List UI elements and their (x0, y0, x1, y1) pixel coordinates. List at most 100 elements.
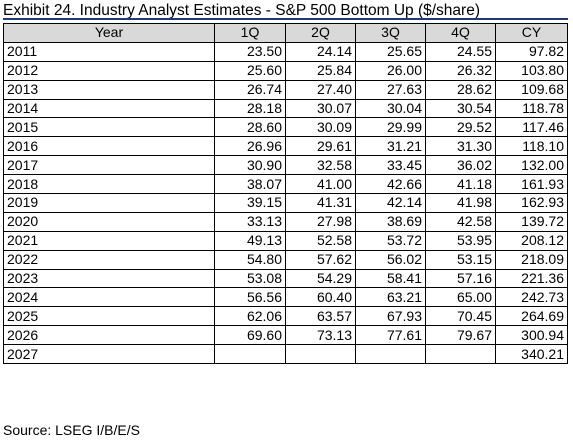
cell-2q: 54.29 (285, 268, 356, 289)
header-cy: CY (495, 23, 568, 43)
table-row: 2026 69.60 73.13 77.61 79.67 300.94 (3, 325, 568, 346)
cell-2q: 30.07 (285, 98, 356, 119)
cell-cy: 103.80 (495, 60, 568, 81)
cell-3q: 27.63 (355, 79, 426, 100)
cell-cy: 117.46 (495, 117, 568, 138)
cell-2q: 41.00 (285, 174, 356, 195)
cell-3q: 38.69 (355, 211, 426, 232)
cell-year: 2020 (3, 211, 215, 232)
cell-cy: 208.12 (495, 230, 568, 251)
cell-1q: 54.80 (214, 249, 286, 270)
table-header: Year 1Q 2Q 3Q 4Q CY (3, 23, 568, 43)
cell-year: 2017 (3, 155, 215, 176)
cell-1q: 38.07 (214, 174, 286, 195)
title-rule (3, 18, 568, 20)
cell-cy: 161.93 (495, 174, 568, 195)
cell-1q: 28.18 (214, 98, 286, 119)
cell-1q: 69.60 (214, 325, 286, 346)
cell-year: 2013 (3, 79, 215, 100)
cell-3q: 26.00 (355, 60, 426, 81)
table-row: 2011 23.50 24.14 25.65 24.55 97.82 (3, 41, 568, 62)
cell-2q: 32.58 (285, 155, 356, 176)
cell-1q: 49.13 (214, 230, 286, 251)
cell-4q: 30.54 (425, 98, 496, 119)
cell-3q: 56.02 (355, 249, 426, 270)
cell-cy: 221.36 (495, 268, 568, 289)
cell-4q: 79.67 (425, 325, 496, 346)
cell-1q: 56.56 (214, 287, 286, 308)
cell-4q: 31.30 (425, 136, 496, 157)
cell-2q: 57.62 (285, 249, 356, 270)
cell-year: 2018 (3, 174, 215, 195)
cell-4q: 42.58 (425, 211, 496, 232)
table-row: 2014 28.18 30.07 30.04 30.54 118.78 (3, 98, 568, 119)
cell-2q: 30.09 (285, 117, 356, 138)
table-row: 2013 26.74 27.40 27.63 28.62 109.68 (3, 79, 568, 100)
cell-1q: 23.50 (214, 41, 286, 62)
cell-4q: 24.55 (425, 41, 496, 62)
cell-cy: 242.73 (495, 287, 568, 308)
table-row: 2020 33.13 27.98 38.69 42.58 139.72 (3, 211, 568, 232)
cell-3q: 53.72 (355, 230, 426, 251)
cell-4q: 53.95 (425, 230, 496, 251)
cell-cy: 97.82 (495, 41, 568, 62)
cell-1q: 25.60 (214, 60, 286, 81)
cell-3q: 42.14 (355, 193, 426, 213)
cell-cy: 218.09 (495, 249, 568, 270)
cell-cy: 300.94 (495, 325, 568, 346)
cell-4q: 53.15 (425, 249, 496, 270)
header-year: Year (3, 23, 215, 43)
cell-3q: 31.21 (355, 136, 426, 157)
cell-2q: 24.14 (285, 41, 356, 62)
table-row: 2017 30.90 32.58 33.45 36.02 132.00 (3, 155, 568, 176)
cell-3q: 63.21 (355, 287, 426, 308)
cell-year: 2019 (3, 193, 215, 213)
cell-2q: 27.40 (285, 79, 356, 100)
cell-cy: 109.68 (495, 79, 568, 100)
cell-2q: 25.84 (285, 60, 356, 81)
cell-year: 2011 (3, 41, 215, 62)
cell-year: 2027 (3, 344, 215, 365)
cell-4q: 29.52 (425, 117, 496, 138)
cell-4q: 65.00 (425, 287, 496, 308)
table-body: 2011 23.50 24.14 25.65 24.55 97.82 2012 25.60 25… (3, 41, 568, 365)
cell-2q: 52.58 (285, 230, 356, 251)
header-4q: 4Q (425, 23, 496, 43)
table-row: 2023 53.08 54.29 58.41 57.16 221.36 (3, 268, 568, 289)
cell-year: 2014 (3, 98, 215, 119)
cell-4q: 36.02 (425, 155, 496, 176)
table-row: 2019 39.15 41.31 42.14 41.98 162.93 (3, 193, 568, 213)
cell-1q: 39.15 (214, 193, 286, 213)
cell-3q: 67.93 (355, 306, 426, 327)
cell-2q: 29.61 (285, 136, 356, 157)
table-row: 2015 28.60 30.09 29.99 29.52 117.46 (3, 117, 568, 138)
table-row: 2025 62.06 63.57 67.93 70.45 264.69 (3, 306, 568, 327)
cell-1q: 62.06 (214, 306, 286, 327)
cell-1q: 53.08 (214, 268, 286, 289)
estimates-table: Year 1Q 2Q 3Q 4Q CY 2011 23.50 24.14 25.65 2… (3, 23, 568, 365)
table-row: 2018 38.07 41.00 42.66 41.18 161.93 (3, 174, 568, 195)
cell-1q: 30.90 (214, 155, 286, 176)
cell-3q: 30.04 (355, 98, 426, 119)
table-row: 2022 54.80 57.62 56.02 53.15 218.09 (3, 249, 568, 270)
cell-4q: 28.62 (425, 79, 496, 100)
cell-year: 2024 (3, 287, 215, 308)
cell-cy: 132.00 (495, 155, 568, 176)
exhibit-title: Exhibit 24. Industry Analyst Estimates -… (3, 2, 480, 19)
table-row: 2027 340.21 (3, 344, 568, 365)
cell-4q: 41.98 (425, 193, 496, 213)
header-row: Year 1Q 2Q 3Q 4Q CY (3, 23, 568, 43)
cell-cy: 264.69 (495, 306, 568, 327)
cell-1q: 28.60 (214, 117, 286, 138)
cell-2q: 41.31 (285, 193, 356, 213)
cell-3q: 29.99 (355, 117, 426, 138)
cell-year: 2023 (3, 268, 215, 289)
table-row: 2024 56.56 60.40 63.21 65.00 242.73 (3, 287, 568, 308)
cell-cy: 118.10 (495, 136, 568, 157)
cell-4q (425, 344, 496, 365)
cell-2q: 27.98 (285, 211, 356, 232)
cell-2q: 73.13 (285, 325, 356, 346)
cell-year: 2021 (3, 230, 215, 251)
cell-3q (355, 344, 426, 365)
cell-3q: 42.66 (355, 174, 426, 195)
